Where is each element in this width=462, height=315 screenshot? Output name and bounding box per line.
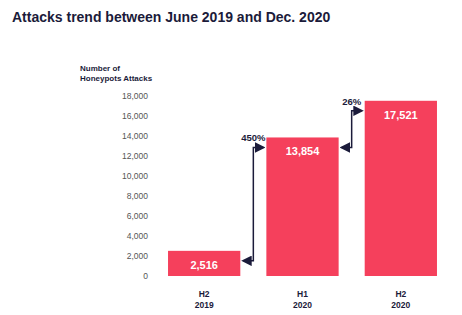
y-tick-label: 2,000 — [127, 251, 149, 261]
x-tick-label: H22019 — [195, 289, 214, 310]
y-tick-label: 18,000 — [122, 91, 148, 101]
title: Attacks trend between June 2019 and Dec.… — [12, 9, 330, 25]
y-axis-label: Honeypots Attacks — [80, 74, 153, 83]
annotation: 450% — [241, 132, 266, 143]
annotation-arrow — [342, 111, 362, 148]
data-label: 13,854 — [286, 145, 321, 157]
annotation: 26% — [342, 96, 362, 107]
y-tick-label: 12,000 — [122, 151, 148, 161]
chart: Attacks trend between June 2019 and Dec.… — [0, 0, 462, 315]
y-axis-label: Number of — [80, 64, 120, 73]
data-label: 17,521 — [384, 109, 418, 121]
y-tick-label: 16,000 — [122, 111, 148, 121]
x-tick-label: H22020 — [391, 289, 410, 310]
bars — [168, 101, 437, 276]
chart-container: Attacks trend between June 2019 and Dec.… — [0, 0, 462, 315]
y-tick-label: 14,000 — [122, 131, 148, 141]
annotation-arrow — [243, 147, 263, 260]
y-tick-label: 4,000 — [127, 231, 149, 241]
y-tick-label: 8,000 — [127, 191, 149, 201]
x-tick-label: H12020 — [293, 289, 312, 310]
bar — [266, 137, 338, 276]
y-tick-label: 0 — [143, 271, 148, 281]
bar — [168, 251, 240, 276]
bar — [365, 101, 437, 276]
y-tick-label: 6,000 — [127, 211, 149, 221]
y-tick-label: 10,000 — [122, 171, 148, 181]
data-label: 2,516 — [190, 259, 218, 271]
